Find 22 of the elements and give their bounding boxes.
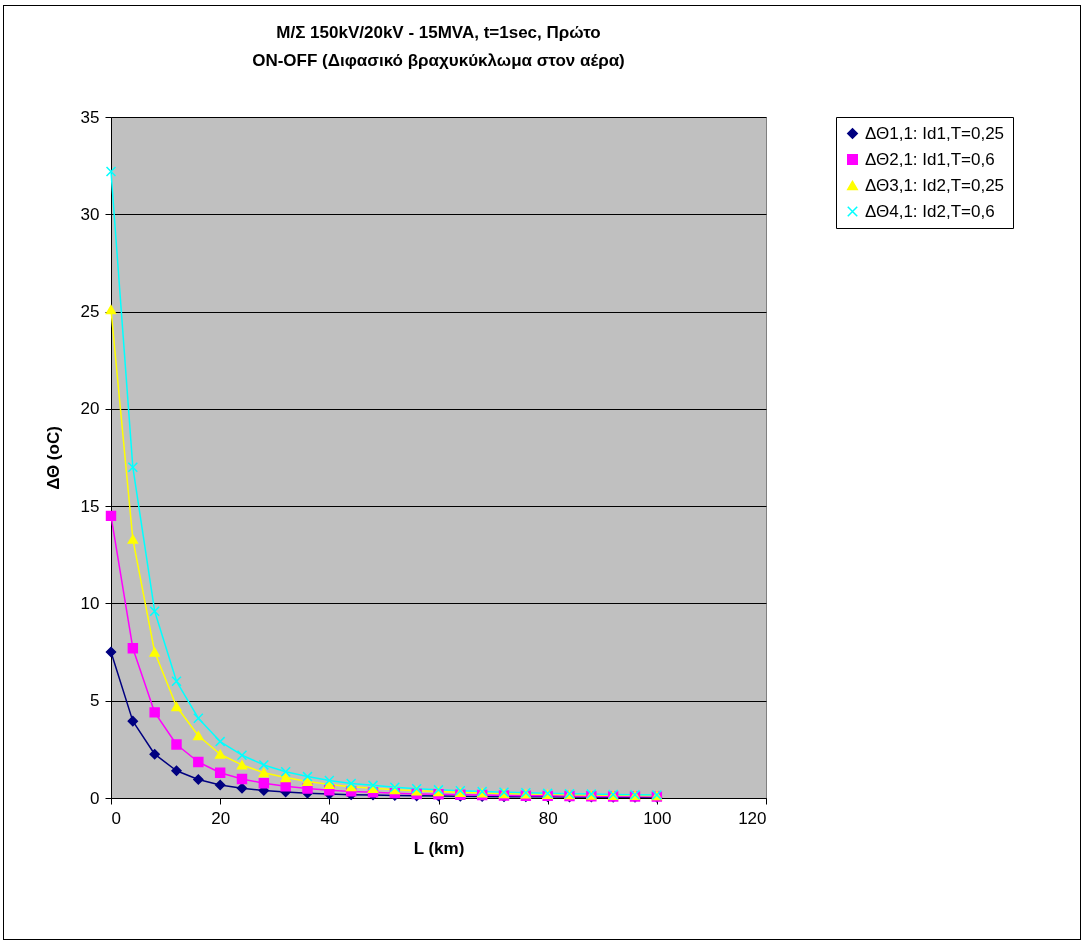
x-axis-title: L (km)	[413, 838, 465, 858]
y-tick-label: 10	[80, 593, 100, 613]
x-tick-label: 100	[643, 808, 672, 828]
x-tick-label: 40	[320, 808, 340, 828]
y-tick-label: 20	[80, 399, 100, 419]
y-tick-label: 5	[90, 691, 100, 711]
x-tick-label: 0	[111, 808, 121, 828]
legend-label: ΔΘ4,1: Id2,T=0,6	[865, 201, 995, 221]
y-tick-label: 25	[80, 302, 100, 322]
y-axis-title: ΔΘ (oC)	[43, 426, 63, 490]
x-tick-label: 60	[429, 808, 449, 828]
legend-label: ΔΘ1,1: Id1,T=0,25	[865, 123, 1005, 143]
x-tick-label: 20	[211, 808, 231, 828]
legend-label: ΔΘ3,1: Id2,T=0,25	[865, 175, 1005, 195]
y-tick-label: 35	[80, 107, 100, 127]
y-tick-label: 15	[80, 496, 100, 516]
y-tick-label: 0	[90, 788, 100, 808]
x-tick-label: 80	[538, 808, 558, 828]
chart-title: Μ/Σ 150kV/20kV - 15MVA, t=1sec, Πρώτο ON-OFF (Διφασικό βραχυκύκλωμα στον αέρα)	[252, 23, 625, 70]
x-tick-label: 120	[738, 808, 767, 828]
y-tick-label: 30	[80, 204, 100, 224]
legend-label: ΔΘ2,1: Id1,T=0,6	[865, 149, 995, 169]
